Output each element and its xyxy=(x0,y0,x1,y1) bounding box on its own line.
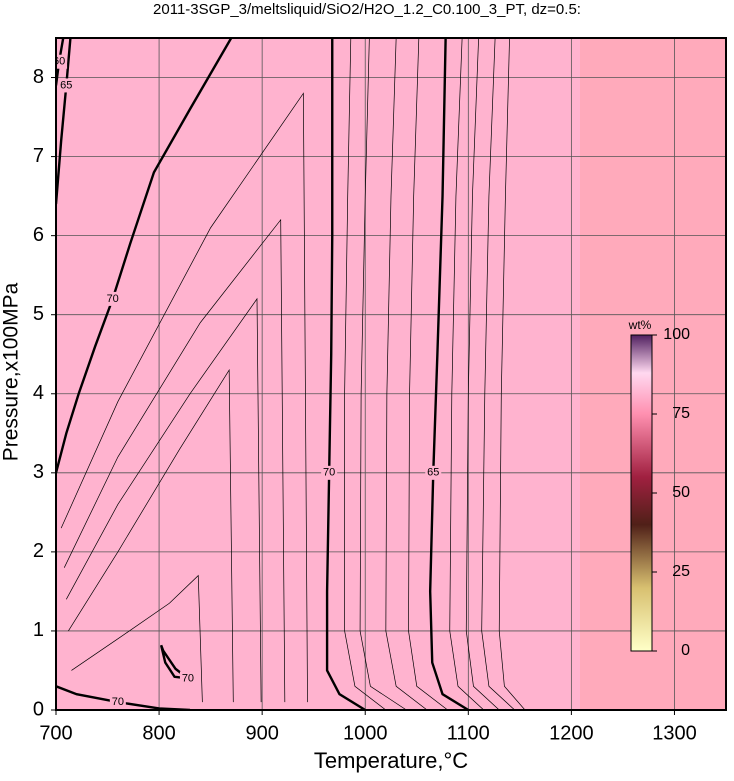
contour-line xyxy=(66,297,262,703)
y-axis-label: Pressure,x100MPa xyxy=(0,282,23,461)
contour-label-bg xyxy=(109,695,126,710)
contour-label-bg xyxy=(425,465,442,480)
contour-label: 70 xyxy=(107,293,119,305)
y-tick-label: 7 xyxy=(33,145,44,167)
contour-label: 70 xyxy=(182,672,194,684)
contour-line xyxy=(359,38,407,710)
contour-label: 70 xyxy=(323,467,335,479)
x-tick-label: 1100 xyxy=(447,722,490,744)
contour-line xyxy=(465,38,500,710)
x-axis-label: Temperature,°C xyxy=(314,748,468,773)
contour-label: 65 xyxy=(427,467,439,479)
contour-label-bg xyxy=(58,78,75,93)
colorbar-tick-label: 0 xyxy=(681,642,690,659)
contour-line xyxy=(428,38,469,710)
contour-label-bg xyxy=(104,291,121,306)
contour-label: 60 xyxy=(53,56,65,68)
plot-region xyxy=(580,38,726,710)
y-tick-label: 5 xyxy=(33,303,44,325)
y-tick-label: 0 xyxy=(33,698,44,720)
contour-line xyxy=(56,38,72,205)
y-tick-label: 3 xyxy=(33,461,44,483)
y-tick-label: 6 xyxy=(33,224,44,246)
colorbar-tick-label: 75 xyxy=(672,405,690,422)
contours: 70 65 70 70 70 65 60 xyxy=(53,38,526,710)
plot-frame xyxy=(55,37,727,711)
contour-line xyxy=(498,38,526,710)
y-tick-label: 8 xyxy=(33,66,44,88)
contour-line xyxy=(449,38,485,710)
y-tick-label: 2 xyxy=(33,540,44,562)
y-tick-label: 1 xyxy=(33,619,44,641)
chart-title: 2011-3SGP_3/meltsliquid/SiO2/H2O_1.2_C0.… xyxy=(153,1,581,18)
contour-label-bg xyxy=(321,465,338,480)
contour-line xyxy=(60,92,308,703)
contour-line xyxy=(344,38,387,710)
x-tick-label: 1200 xyxy=(549,722,594,744)
colorbar xyxy=(630,334,653,652)
colorbar-tick-label: 50 xyxy=(672,484,690,501)
contour-line xyxy=(481,38,515,710)
colorbar-tick-label: 25 xyxy=(672,563,690,580)
contour-label-bg xyxy=(179,671,196,686)
colorbar-tick-label: 100 xyxy=(663,326,690,343)
contour-line xyxy=(385,38,428,710)
x-tick-label: 1300 xyxy=(652,722,697,744)
x-tick-label: 800 xyxy=(142,722,175,744)
contour-label-bg xyxy=(56,54,68,69)
y-tick-label: 4 xyxy=(33,382,44,404)
x-tick-label: 900 xyxy=(245,722,278,744)
contour-line xyxy=(63,218,286,703)
x-tick-label: 1000 xyxy=(343,722,388,744)
colorbar-ticks: 0 25 50 75 100 xyxy=(652,326,690,659)
x-tick-label: 700 xyxy=(39,722,72,744)
contour-line xyxy=(68,368,234,703)
contour-label: 70 xyxy=(112,696,124,708)
contour-line xyxy=(408,38,448,710)
contour-label: 65 xyxy=(60,79,72,91)
contour-line xyxy=(71,574,203,703)
colorbar-label: wt% xyxy=(628,318,652,332)
